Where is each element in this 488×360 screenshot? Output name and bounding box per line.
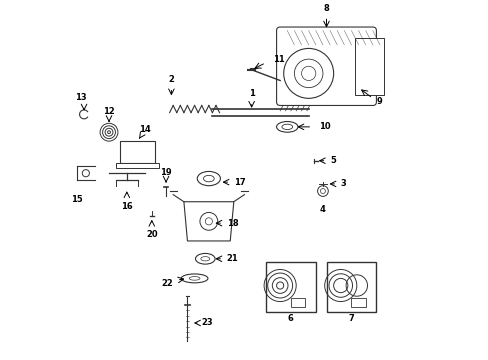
Bar xyxy=(290,298,305,307)
Text: 15: 15 xyxy=(71,195,82,204)
Text: 11: 11 xyxy=(272,55,284,64)
Bar xyxy=(354,38,383,95)
Text: 9: 9 xyxy=(376,98,382,107)
Text: 20: 20 xyxy=(146,230,157,239)
Text: 2: 2 xyxy=(168,75,174,84)
Text: 8: 8 xyxy=(323,4,329,13)
Bar xyxy=(265,262,315,312)
Text: 16: 16 xyxy=(121,202,132,211)
Text: 18: 18 xyxy=(226,219,238,228)
Text: 3: 3 xyxy=(340,179,346,188)
Text: 1: 1 xyxy=(248,89,254,98)
Bar xyxy=(116,162,159,168)
Text: 19: 19 xyxy=(160,168,171,177)
Text: 6: 6 xyxy=(287,314,293,323)
Text: 22: 22 xyxy=(161,279,173,288)
Text: 12: 12 xyxy=(103,107,115,116)
Text: 13: 13 xyxy=(75,93,86,102)
FancyBboxPatch shape xyxy=(276,27,376,105)
Bar xyxy=(326,262,376,312)
Text: 10: 10 xyxy=(319,122,330,131)
Text: 21: 21 xyxy=(226,254,238,263)
Text: 4: 4 xyxy=(319,205,325,214)
Text: 14: 14 xyxy=(139,125,150,134)
Text: 23: 23 xyxy=(202,319,213,328)
Text: 5: 5 xyxy=(329,156,335,165)
Text: 17: 17 xyxy=(233,177,245,186)
Bar xyxy=(120,141,155,162)
Text: 7: 7 xyxy=(348,314,354,323)
Bar xyxy=(351,298,365,307)
